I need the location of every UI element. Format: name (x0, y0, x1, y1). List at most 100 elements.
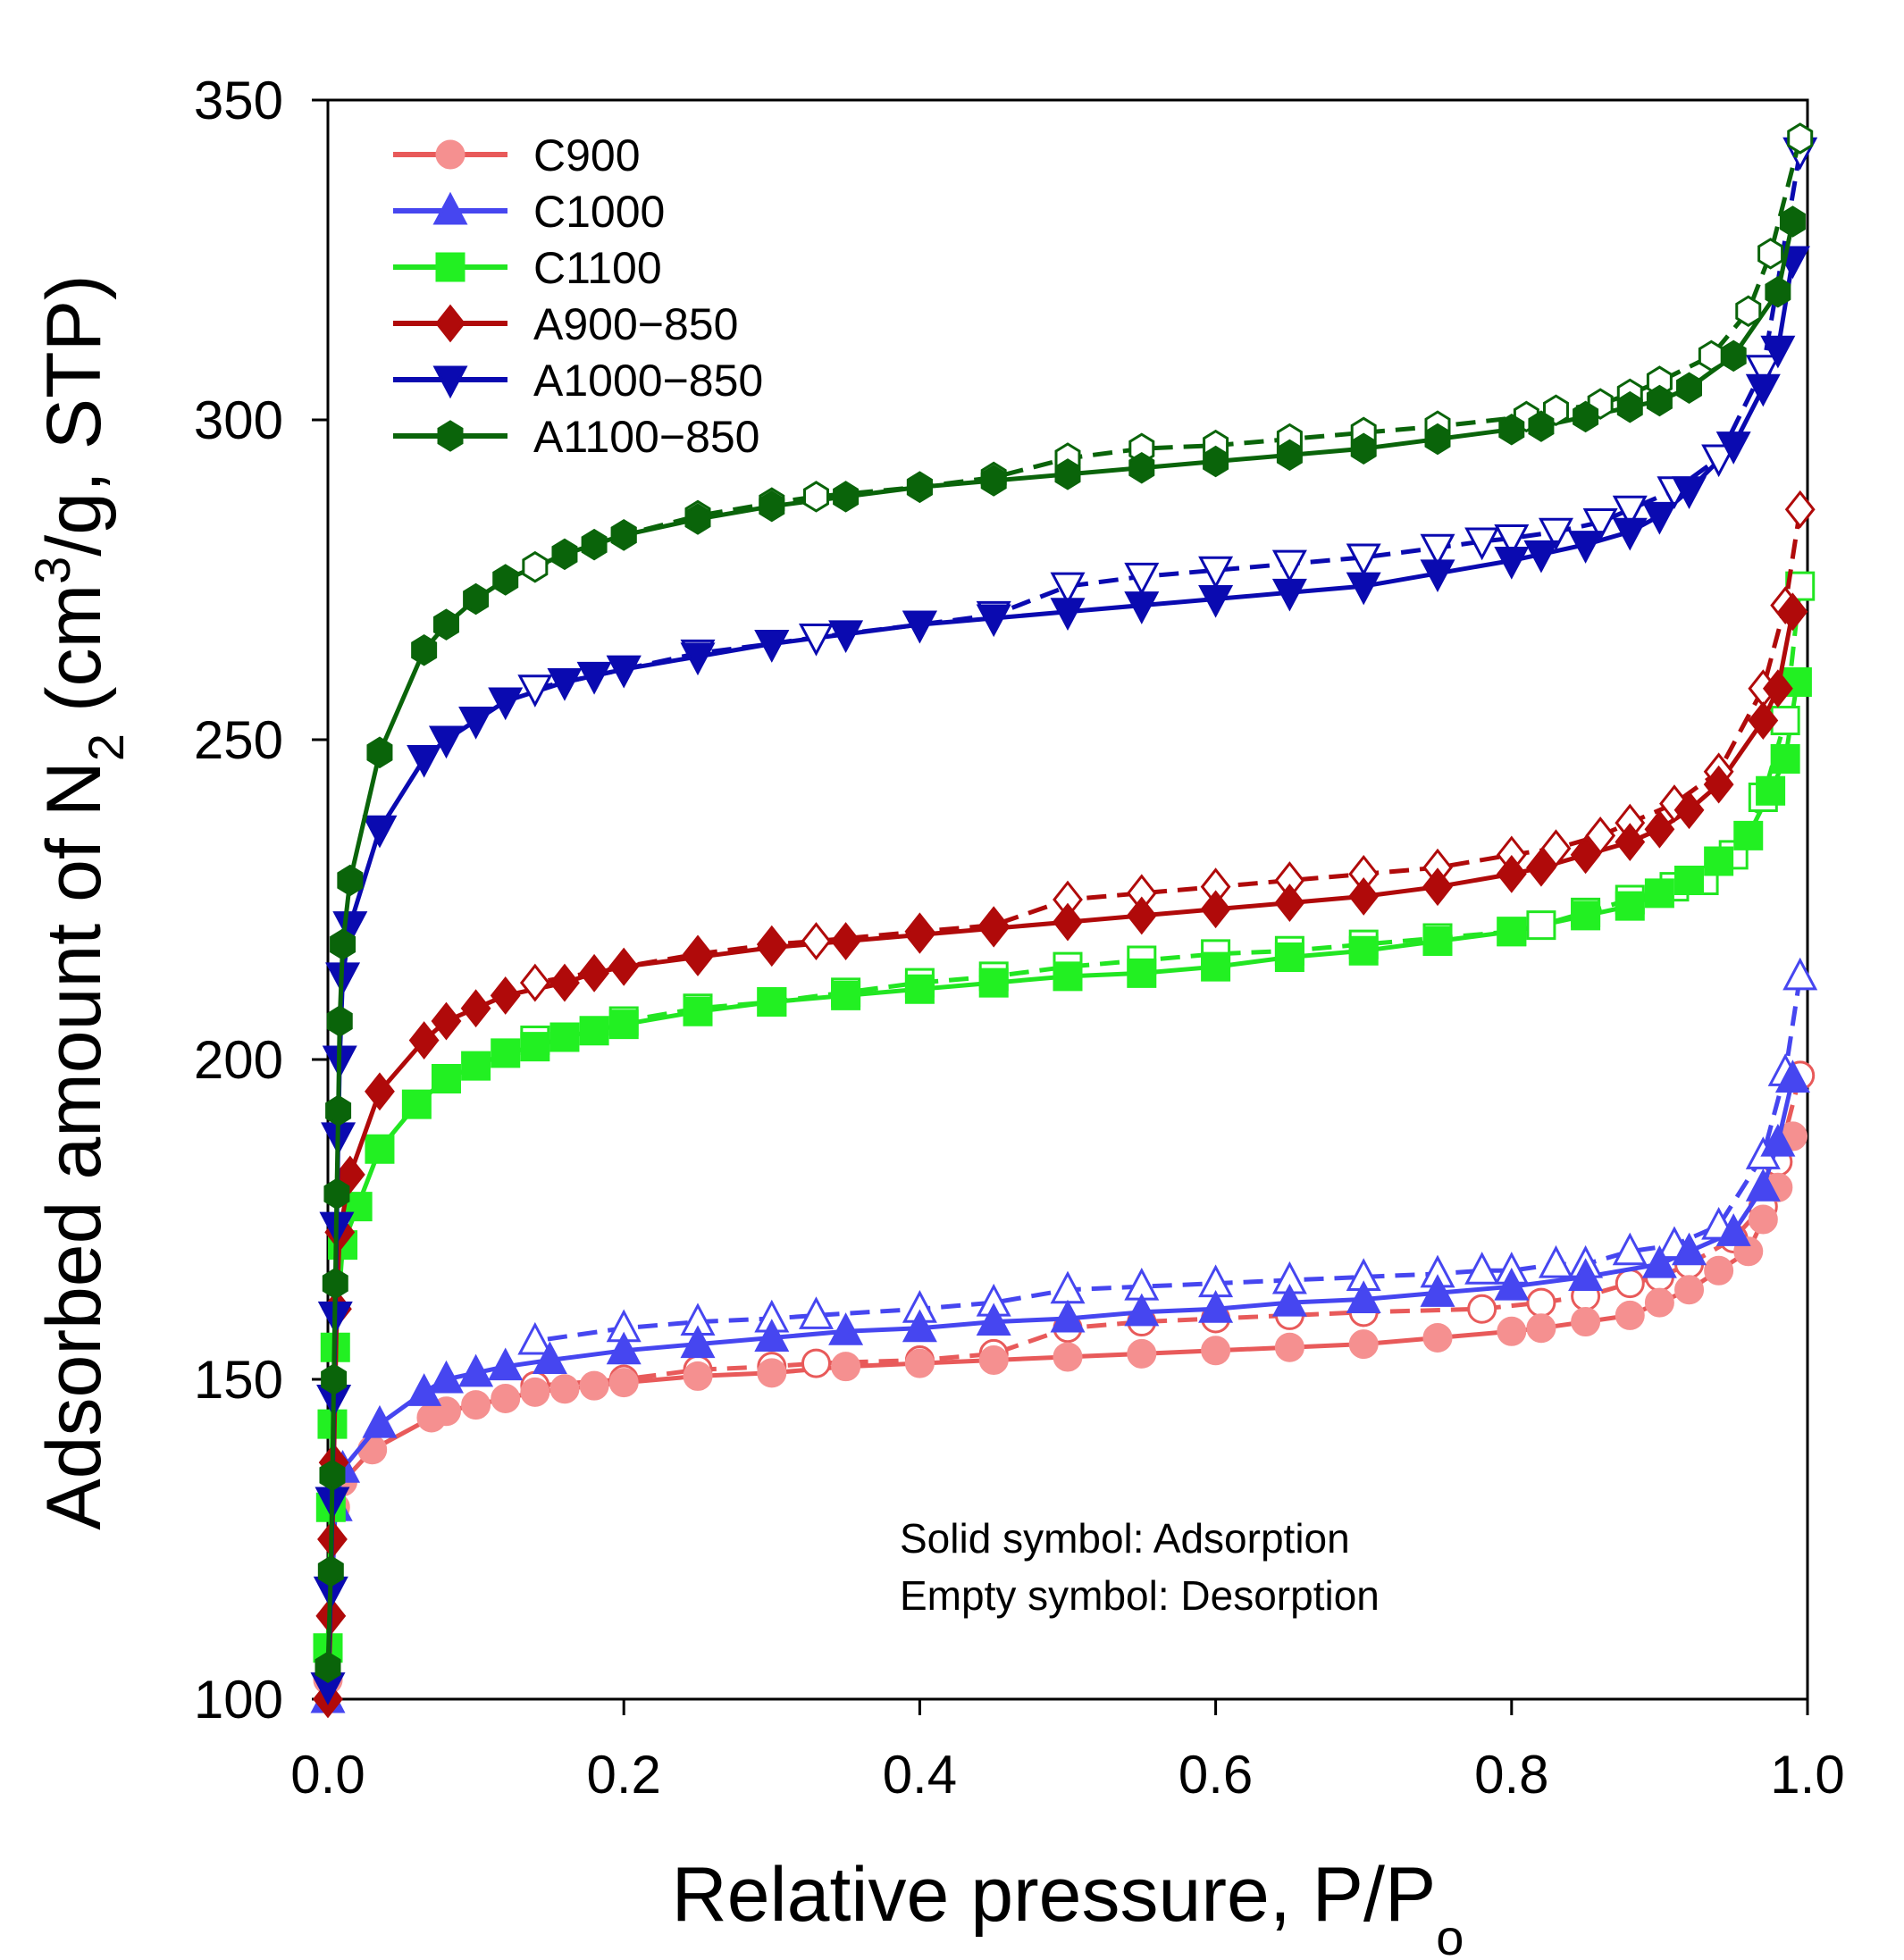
adsorption-point (1350, 432, 1377, 465)
adsorption-point (1274, 1332, 1304, 1362)
adsorption-point (606, 655, 642, 689)
adsorption-point (458, 1353, 494, 1387)
adsorption-point (1568, 531, 1604, 564)
adsorption-point (1053, 902, 1083, 942)
adsorption-point (549, 1374, 580, 1404)
adsorption-point (976, 1302, 1011, 1336)
adsorption-point (680, 1325, 716, 1359)
adsorption-point (1573, 400, 1599, 433)
annotation-adsorption: Solid symbol: Adsorption (900, 1515, 1350, 1562)
adsorption-point (1745, 1168, 1781, 1202)
series-c1000 (310, 957, 1818, 1713)
adsorption-point (488, 687, 524, 721)
adsorption-point (1765, 276, 1791, 308)
adsorption-point (1124, 1293, 1160, 1327)
adsorption-point (608, 1368, 639, 1398)
adsorption-point (431, 1001, 462, 1041)
adsorption-point (1424, 423, 1451, 456)
desorption-point (522, 550, 549, 583)
adsorption-point (532, 1341, 567, 1375)
adsorption-point (1615, 891, 1645, 921)
adsorption-point (366, 736, 393, 769)
adsorption-point (1777, 592, 1808, 632)
adsorption-point (520, 1032, 550, 1062)
adsorption-point (319, 1459, 346, 1492)
adsorption-point (902, 610, 937, 644)
adsorption-point (831, 980, 861, 1010)
adsorption-point (1646, 384, 1673, 417)
adsorption-point (1348, 1329, 1379, 1360)
adsorption-point (757, 987, 787, 1018)
adsorption-point (1201, 951, 1231, 982)
adsorption-point (488, 1347, 524, 1381)
legend-marker (432, 191, 468, 225)
x-tick-label: 0.6 (1178, 1745, 1253, 1805)
adsorption-point (833, 481, 860, 513)
adsorption-point (490, 976, 521, 1015)
adsorption-point (1200, 890, 1231, 929)
desorption-point (801, 1348, 831, 1378)
y-tick-label: 250 (194, 710, 283, 770)
adsorption-point (323, 1177, 350, 1210)
adsorption-point (1523, 540, 1559, 574)
adsorption-point (317, 1555, 344, 1587)
adsorption-point (906, 471, 933, 503)
adsorption-point (330, 928, 356, 960)
adsorption-point (1756, 775, 1786, 806)
adsorption-point (1704, 846, 1734, 876)
x-axis-title: Relative pressure, P/Po (672, 1852, 1464, 1960)
adsorption-point (551, 538, 578, 571)
adsorption-point (759, 490, 785, 523)
desorption-point (1585, 816, 1616, 855)
desorption-point (1464, 527, 1500, 561)
legend-item-a1000-850: A1000−850 (393, 356, 763, 406)
adsorption-line-c1100 (325, 682, 1799, 1648)
x-tick-label: 0.2 (586, 1745, 660, 1805)
adsorption-point (1276, 439, 1303, 472)
desorption-point (1464, 1252, 1500, 1285)
adsorption-point (1612, 517, 1648, 551)
adsorption-point (549, 963, 580, 1002)
adsorption-point (684, 503, 711, 535)
adsorption-point (461, 1390, 491, 1420)
adsorption-point (1498, 413, 1525, 446)
adsorption-point (1644, 1287, 1674, 1318)
adsorption-point (463, 582, 490, 616)
adsorption-point (322, 1267, 348, 1300)
adsorption-point (1748, 1204, 1778, 1235)
adsorption-point (608, 1009, 639, 1040)
adsorption-point (1420, 1274, 1455, 1307)
adsorption-point (978, 967, 1009, 998)
adsorption-point (830, 922, 861, 960)
adsorption-point (1497, 917, 1527, 947)
series-a900-850 (313, 490, 1816, 1719)
adsorption-point (978, 909, 1010, 948)
desorption-line-a1000-850 (534, 150, 1803, 691)
adsorption-point (1494, 1267, 1530, 1301)
adsorption-point (1644, 809, 1675, 849)
y-tick-label: 100 (194, 1670, 283, 1730)
adsorption-point (1674, 1275, 1705, 1305)
desorption-point (1612, 495, 1648, 529)
adsorption-point (428, 1360, 464, 1394)
adsorption-point (1346, 572, 1381, 606)
adsorption-point (337, 864, 364, 897)
adsorption-point (547, 668, 583, 701)
desorption-line-c900 (534, 1075, 1803, 1388)
adsorption-point (1616, 390, 1643, 423)
adsorption-point (461, 1051, 491, 1081)
annotation-desorption: Empty symbol: Desorption (900, 1572, 1380, 1619)
adsorption-point (1568, 1258, 1604, 1291)
adsorption-point (1496, 854, 1527, 893)
adsorption-point (1615, 1300, 1645, 1330)
adsorption-point (579, 1016, 609, 1046)
legend-item-a1100-850: A1100−850 (393, 412, 760, 462)
adsorption-point (1641, 1244, 1677, 1278)
desorption-point (1124, 562, 1160, 596)
legend-marker (435, 139, 466, 170)
adsorption-point (491, 1383, 521, 1413)
adsorption-point (1497, 1316, 1527, 1346)
legend-label: C1100 (533, 243, 662, 293)
legend-marker (432, 365, 468, 399)
